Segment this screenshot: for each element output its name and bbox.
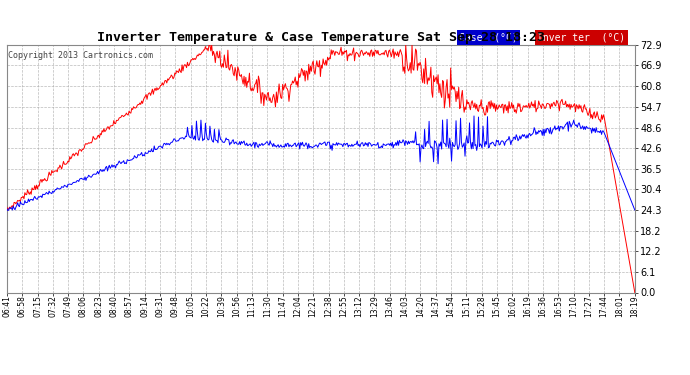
Text: Inver ter  (°C): Inver ter (°C) (538, 33, 626, 42)
Title: Inverter Temperature & Case Temperature Sat Sep 28 18:23: Inverter Temperature & Case Temperature … (97, 31, 545, 44)
Text: Copyright 2013 Cartronics.com: Copyright 2013 Cartronics.com (8, 51, 153, 60)
Text: Case  (°C): Case (°C) (459, 33, 518, 42)
